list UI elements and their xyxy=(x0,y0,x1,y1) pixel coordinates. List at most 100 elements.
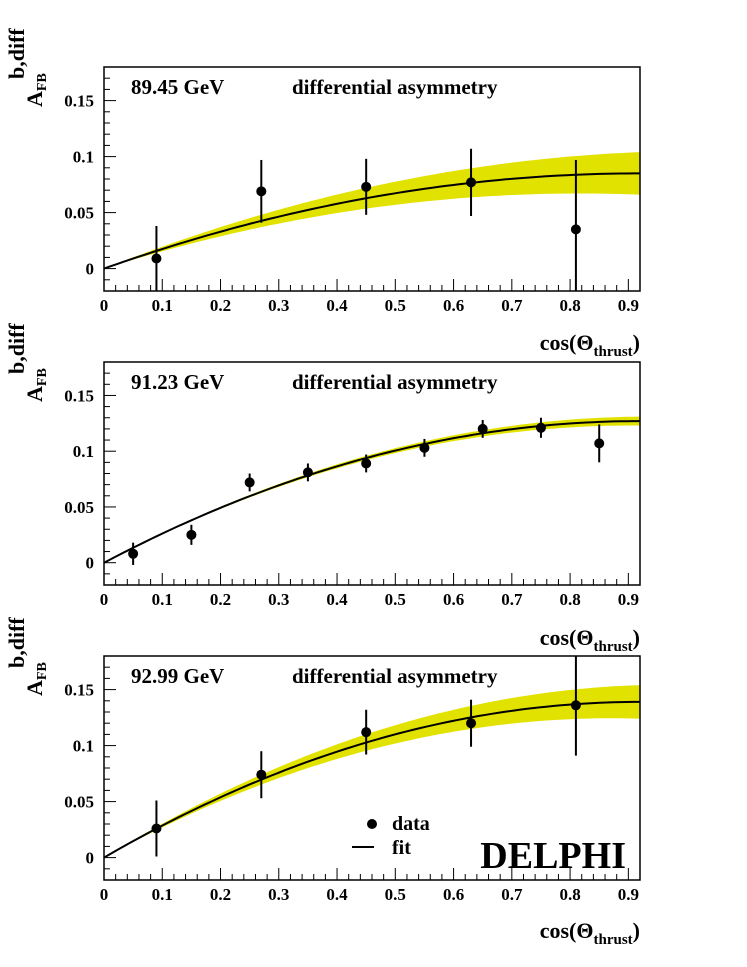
y-axis-label: AFB xyxy=(22,368,50,402)
data-point xyxy=(570,700,581,711)
y-tick-label: 0 xyxy=(86,849,95,868)
legend: data fit xyxy=(352,813,430,859)
x-tick-label: 0.7 xyxy=(501,296,523,315)
x-tick-label: 0.8 xyxy=(559,590,580,609)
y-tick-label: 0.15 xyxy=(64,681,94,700)
x-axis-label-sub: thrust xyxy=(594,639,633,655)
x-axis-label-sub: thrust xyxy=(594,344,633,360)
data-point xyxy=(128,548,139,559)
x-tick-label: 0.9 xyxy=(618,590,639,609)
x-tick-label: 0.5 xyxy=(385,296,406,315)
y-tick-label: 0.05 xyxy=(64,793,94,812)
x-tick-label: 0.1 xyxy=(152,590,173,609)
x-tick-label: 0.1 xyxy=(152,885,173,904)
delphi-logo: DELPHI xyxy=(480,835,626,877)
x-axis-label-main: cos(Θ xyxy=(540,918,594,943)
x-axis-label-close: ) xyxy=(633,625,640,650)
energy-label: 92.99 GeV xyxy=(131,664,224,688)
data-point xyxy=(419,442,430,453)
y-axis-label-sup: b,diff xyxy=(4,323,29,374)
data-point xyxy=(361,181,372,192)
x-axis-label: cos(Θthrust) xyxy=(540,625,640,655)
x-axis-label: cos(Θthrust) xyxy=(540,918,640,948)
panel-title: differential asymmetry xyxy=(292,370,498,394)
x-axis-label-sub: thrust xyxy=(594,932,633,948)
data-point xyxy=(361,458,372,469)
x-tick-label: 0.4 xyxy=(326,885,348,904)
x-tick-label: 0.8 xyxy=(559,885,580,904)
uncertainty-band xyxy=(104,416,640,563)
x-axis-label-close: ) xyxy=(633,918,640,943)
panel-2: 0 0.1 0.2 0.3 0.4 0.5 0.6 0.7 0.8 0.9 0 0.05 0.1 0.15… xyxy=(4,323,641,655)
panel-title: differential asymmetry xyxy=(292,664,498,688)
x-tick-label: 0.9 xyxy=(618,885,639,904)
y-axis-label-main: A xyxy=(22,386,47,402)
x-tick-label: 0.1 xyxy=(152,296,173,315)
y-axis-label: AFB xyxy=(22,662,50,696)
x-tick-label: 0.6 xyxy=(443,885,464,904)
data-point xyxy=(151,823,162,834)
data-point xyxy=(535,422,546,433)
x-tick-label: 0.7 xyxy=(501,885,523,904)
x-tick-label: 0.5 xyxy=(385,590,406,609)
data-point xyxy=(570,224,581,235)
fit-line xyxy=(103,172,640,270)
legend-label: fit xyxy=(392,837,411,859)
x-tick-label: 0.9 xyxy=(618,296,639,315)
x-tick-label: 0.3 xyxy=(268,296,289,315)
x-tick-label: 0.7 xyxy=(501,590,523,609)
data-point xyxy=(256,186,267,197)
x-tick-label: 0.6 xyxy=(443,296,464,315)
x-tick-label: 0.5 xyxy=(385,885,406,904)
y-tick-label: 0 xyxy=(86,554,95,573)
fit-line xyxy=(103,700,640,859)
uncertainty-band xyxy=(104,685,640,858)
data-point xyxy=(466,177,477,188)
x-tick-label: 0.3 xyxy=(268,885,289,904)
x-axis-label: cos(Θthrust) xyxy=(540,330,640,360)
data-point xyxy=(594,438,605,449)
y-axis-label-sub: FB xyxy=(35,73,50,91)
x-tick-label: 0.2 xyxy=(210,885,231,904)
plot-frame xyxy=(103,361,641,586)
uncertainty-band xyxy=(104,152,640,269)
x-tick-label: 0.4 xyxy=(326,296,348,315)
panel-3: 0 0.1 0.2 0.3 0.4 0.5 0.6 0.7 0.8 0.9 0 0.05 0.1 0.15… xyxy=(4,617,641,948)
fit-line xyxy=(103,420,640,564)
x-axis-label-close: ) xyxy=(633,330,640,355)
y-tick-label: 0.1 xyxy=(73,148,94,167)
energy-label: 89.45 GeV xyxy=(131,75,224,99)
x-tick-label: 0.3 xyxy=(268,590,289,609)
y-tick-label: 0.05 xyxy=(64,498,94,517)
x-tick-label: 0.2 xyxy=(210,590,231,609)
x-axis-label-main: cos(Θ xyxy=(540,625,594,650)
x-tick-label: 0 xyxy=(100,885,109,904)
y-axis-label-main: A xyxy=(22,91,47,107)
data-point xyxy=(244,477,255,488)
y-tick-label: 0.15 xyxy=(64,92,94,111)
energy-label: 91.23 GeV xyxy=(131,370,224,394)
data-point xyxy=(151,253,162,264)
y-tick-label: 0.1 xyxy=(73,442,94,461)
x-axis-label-main: cos(Θ xyxy=(540,330,594,355)
x-tick-label: 0 xyxy=(100,590,109,609)
data-point xyxy=(466,718,477,729)
x-tick-label: 0.4 xyxy=(326,590,348,609)
y-axis-label-sub: FB xyxy=(35,662,50,680)
panel-title: differential asymmetry xyxy=(292,75,498,99)
y-tick-label: 0.1 xyxy=(73,737,94,756)
y-axis-label-sup: b,diff xyxy=(4,617,29,668)
y-axis-label-main: A xyxy=(22,680,47,696)
y-axis-label-sub: FB xyxy=(35,368,50,386)
x-tick-label: 0.6 xyxy=(443,590,464,609)
panel-1: 0 0.1 0.2 0.3 0.4 0.5 0.6 0.7 0.8 0.9 0 0.05 0.1 0.15… xyxy=(4,28,641,360)
data-point xyxy=(361,727,372,738)
x-tick-label: 0.2 xyxy=(210,296,231,315)
data-point xyxy=(477,423,488,434)
y-axis-label: AFB xyxy=(22,73,50,107)
data-point xyxy=(256,769,267,780)
data-point xyxy=(302,467,313,478)
data-point xyxy=(186,529,197,540)
y-tick-label: 0.15 xyxy=(64,386,94,405)
